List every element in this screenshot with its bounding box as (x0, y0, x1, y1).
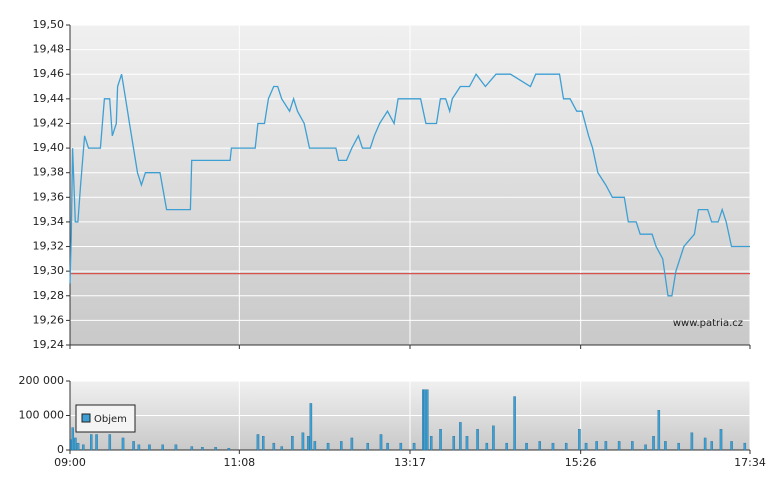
volume-bar (90, 434, 93, 451)
volume-bar (309, 403, 313, 451)
y-tick-label: 19,26 (33, 313, 65, 326)
x-tick-label: 11:08 (223, 456, 255, 469)
volume-bar (617, 441, 621, 451)
volume-bar (108, 434, 112, 451)
volume-bar (430, 436, 433, 451)
volume-bar (256, 434, 260, 451)
volume-bar (161, 444, 164, 451)
volume-bar (578, 429, 581, 451)
volume-bar (227, 448, 231, 451)
volume-bar (664, 441, 667, 451)
volume-bar (326, 442, 330, 451)
y-tick-label: 19,44 (33, 92, 65, 105)
y-tick-label: 19,34 (33, 215, 65, 228)
volume-bar (538, 441, 541, 451)
volume-bar (350, 437, 354, 451)
y-tick-label: 19,28 (33, 289, 65, 302)
volume-bar (280, 446, 284, 451)
y-tick-label: 200 000 (19, 374, 65, 387)
volume-bar (677, 442, 680, 451)
volume-bar (301, 432, 305, 451)
volume-bar (564, 442, 568, 451)
x-tick-label: 09:00 (54, 456, 86, 469)
volume-bar (412, 442, 416, 451)
volume-bar (743, 442, 747, 451)
y-tick-label: 19,32 (33, 240, 65, 253)
y-tick-label: 19,48 (33, 43, 65, 56)
volume-bar (439, 429, 442, 451)
y-tick-label: 19,40 (33, 141, 65, 154)
y-tick-label: 100 000 (19, 409, 65, 422)
legend-swatch (81, 413, 91, 423)
volume-bar (313, 441, 317, 451)
volume-bar (703, 437, 707, 451)
volume-bar (604, 441, 608, 451)
volume-bar (95, 434, 98, 451)
volume-bar (584, 442, 588, 451)
y-tick-label: 19,24 (33, 338, 65, 351)
y-tick-label: 19,30 (33, 264, 65, 277)
volume-bar (505, 442, 508, 451)
y-tick-label: 19,36 (33, 190, 65, 203)
volume-bar (137, 444, 141, 451)
y-tick-label: 19,46 (33, 67, 65, 80)
volume-bar (690, 432, 694, 451)
volume-bar (76, 442, 80, 451)
volume-bar (291, 436, 294, 451)
volume-bar (201, 447, 204, 451)
volume-bar (730, 441, 733, 451)
volume-bar (386, 442, 389, 451)
volume-bar (465, 436, 469, 451)
legend-label: Objem (94, 414, 127, 425)
x-tick-label: 13:17 (394, 456, 426, 469)
volume-bar (262, 436, 265, 451)
volume-bar (452, 436, 456, 451)
volume-bar (272, 442, 276, 451)
volume-bar (366, 442, 370, 451)
volume-bar (459, 422, 462, 451)
volume-bar (513, 396, 516, 451)
volume-bar (399, 442, 403, 451)
volume-bar (74, 437, 77, 451)
volume-bar (71, 427, 74, 451)
volume-bar (190, 446, 194, 451)
volume-bar (121, 437, 125, 451)
volume-bar (379, 434, 383, 451)
volume-bar (426, 389, 429, 451)
volume-bar (657, 410, 661, 451)
volume-bar (423, 389, 426, 451)
y-tick-label: 19,50 (33, 18, 65, 31)
volume-bar (595, 441, 598, 451)
volume-bar (485, 442, 489, 451)
volume-bar (644, 444, 647, 451)
volume-bar (148, 444, 151, 451)
watermark: www.patria.cz (673, 318, 743, 329)
volume-bar (306, 436, 310, 451)
volume-bar (719, 429, 723, 451)
volume-bar (340, 441, 343, 451)
y-tick-label: 0 (57, 443, 64, 456)
volume-bar (551, 442, 555, 451)
y-tick-label: 19,38 (33, 166, 65, 179)
volume-bar (174, 444, 178, 451)
volume-bar (652, 436, 655, 451)
volume-bar (631, 441, 634, 451)
volume-bar (476, 429, 479, 451)
y-tick-label: 19,42 (33, 116, 65, 129)
x-tick-label: 15:26 (565, 456, 597, 469)
volume-bar (525, 442, 528, 451)
volume-bar (214, 447, 217, 451)
x-tick-label: 17:34 (734, 456, 766, 469)
volume-bar (492, 425, 495, 451)
price-line (69, 72, 750, 297)
volume-bar (82, 444, 85, 451)
legend: Objem (75, 404, 136, 433)
volume-bar (710, 441, 713, 451)
volume-bar (132, 441, 135, 451)
